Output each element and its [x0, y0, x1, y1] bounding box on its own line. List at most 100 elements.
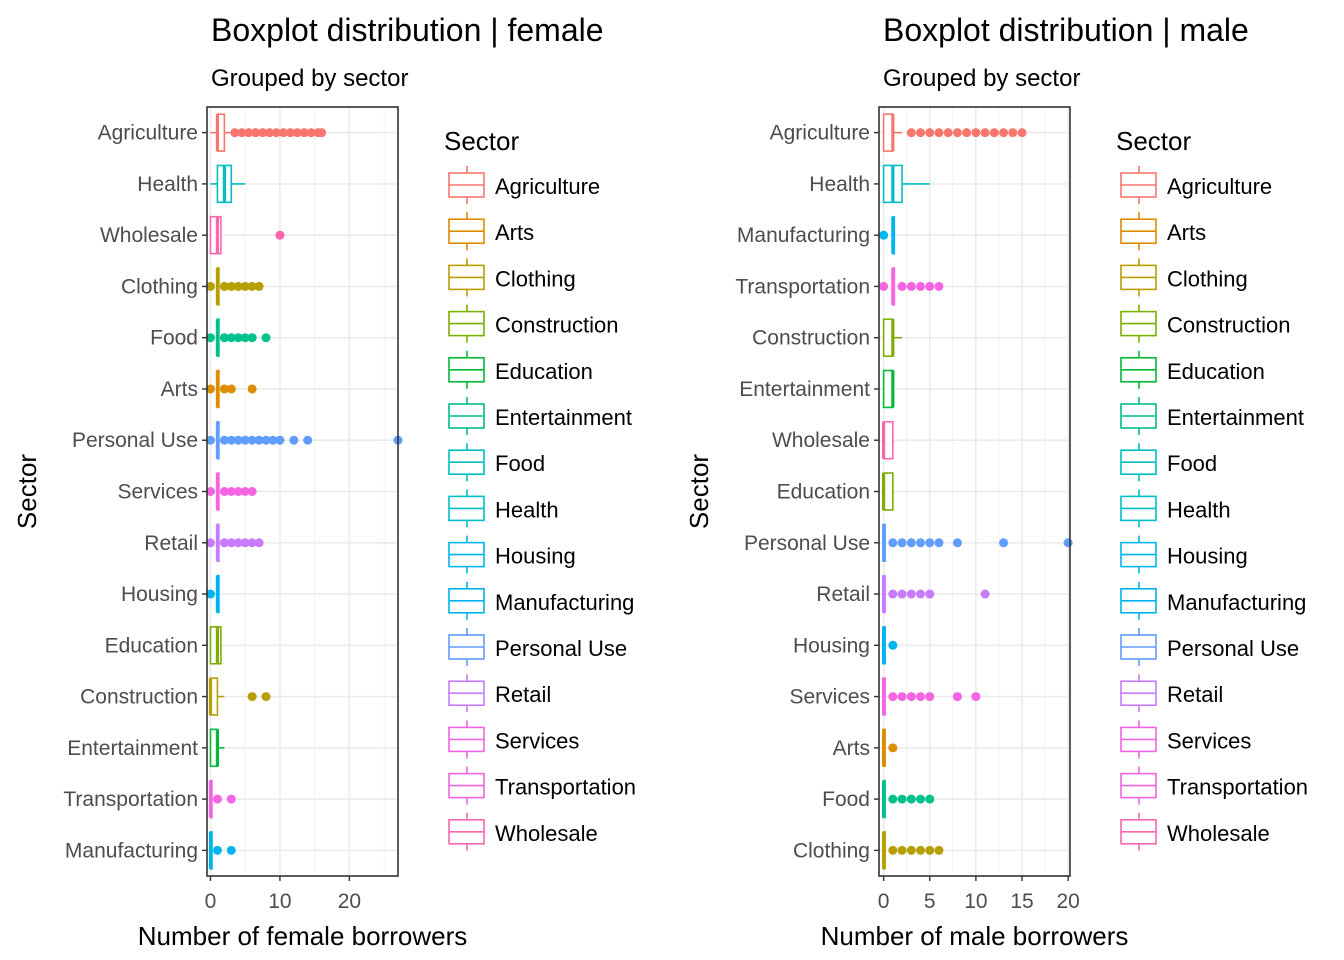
outlier-point — [212, 845, 222, 855]
outlier-point — [980, 589, 990, 599]
outlier-point — [244, 128, 254, 138]
outlier-point — [925, 794, 935, 804]
outlier-point — [219, 281, 229, 291]
outlier-point — [226, 845, 236, 855]
y-tick-label: Agriculture — [98, 122, 198, 145]
outlier-point — [212, 794, 222, 804]
y-tick-label: Food — [150, 327, 198, 350]
outlier-point — [925, 692, 935, 702]
y-tick-label: Personal Use — [72, 429, 198, 452]
legend-item-clothing: Clothing — [1120, 258, 1248, 297]
x-tick-label: 20 — [1056, 890, 1079, 913]
legend-item-entertainment: Entertainment — [448, 397, 632, 435]
outlier-point — [292, 128, 302, 138]
outlier-point — [925, 589, 935, 599]
female-boxplot-panel: Boxplot distribution | female Grouped by … — [12, 12, 636, 951]
outlier-point — [989, 128, 999, 138]
legend-label: Transportation — [1167, 775, 1308, 800]
outlier-point — [226, 487, 236, 496]
outlier-point — [233, 281, 243, 291]
outlier-point — [289, 435, 299, 445]
outlier-point — [237, 128, 247, 138]
outlier-point — [934, 128, 944, 138]
legend-item-wholesale: Wholesale — [448, 812, 598, 851]
box-agriculture — [210, 113, 327, 152]
legend-label: Housing — [1167, 544, 1248, 569]
chart-subtitle: Grouped by sector — [883, 65, 1080, 92]
outlier-point — [271, 128, 281, 138]
outlier-point — [254, 538, 264, 548]
legend-label: Education — [495, 359, 593, 384]
box-education — [209, 626, 222, 665]
box-arts — [205, 369, 257, 409]
outlier-point — [971, 128, 981, 138]
outlier-point — [205, 384, 215, 394]
y-tick-label: Personal Use — [744, 532, 870, 555]
outlier-point — [233, 538, 243, 548]
legend-item-services: Services — [1120, 720, 1251, 759]
box-services — [205, 472, 257, 511]
box-entertainment — [209, 728, 225, 768]
legend-label: Construction — [495, 313, 619, 338]
legend-item-manufacturing: Manufacturing — [1120, 581, 1306, 620]
outlier-point — [879, 230, 889, 240]
outlier-point — [1017, 128, 1027, 138]
outlier-point — [952, 538, 962, 548]
outlier-point — [934, 281, 944, 291]
outlier-point — [952, 692, 962, 702]
outlier-point — [897, 692, 907, 702]
y-tick-label: Housing — [793, 634, 870, 657]
legend-item-personal-use: Personal Use — [448, 628, 627, 666]
y-tick-label: Entertainment — [67, 737, 198, 760]
x-axis-label: Number of female borrowers — [138, 921, 467, 951]
outlier-point — [888, 589, 898, 599]
outlier-point — [219, 487, 229, 496]
outlier-point — [247, 333, 257, 343]
outlier-point — [247, 538, 257, 548]
outlier-point — [897, 281, 907, 291]
outlier-point — [240, 435, 250, 445]
legend-item-transportation: Transportation — [448, 766, 636, 805]
y-tick-label: Services — [789, 686, 870, 709]
y-tick-label: Transportation — [735, 275, 870, 298]
legend-title: Sector — [444, 126, 519, 156]
outlier-point — [285, 128, 295, 138]
outlier-point — [205, 435, 215, 445]
outlier-point — [226, 384, 236, 394]
outlier-point — [916, 281, 926, 291]
legend-item-agriculture: Agriculture — [1120, 166, 1272, 204]
legend-item-housing: Housing — [448, 535, 576, 574]
legend-label: Transportation — [495, 775, 636, 800]
y-tick-label: Agriculture — [770, 122, 870, 145]
outlier-point — [934, 538, 944, 548]
legend-item-manufacturing: Manufacturing — [448, 581, 634, 620]
y-tick-label: Transportation — [63, 788, 198, 811]
outlier-point — [251, 128, 261, 138]
outlier-point — [226, 333, 236, 343]
box-body — [209, 215, 222, 255]
y-tick-label: Food — [822, 788, 870, 811]
y-axis-label: Sector — [684, 454, 714, 529]
y-tick-label: Arts — [161, 378, 198, 401]
box-food — [882, 779, 935, 819]
box-construction — [208, 677, 271, 716]
box-retail — [205, 523, 264, 563]
legend-label: Manufacturing — [1167, 590, 1306, 615]
outlier-point — [897, 794, 907, 804]
outlier-point — [247, 692, 257, 702]
outlier-point — [906, 692, 916, 702]
x-tick-label: 20 — [338, 890, 361, 913]
x-tick-label: 15 — [1010, 890, 1033, 913]
outlier-point — [925, 538, 935, 548]
legend-item-transportation: Transportation — [1120, 766, 1308, 805]
outlier-point — [999, 538, 1009, 548]
outlier-point — [254, 281, 264, 291]
male-boxplot-panel: Boxplot distribution | male Grouped by se… — [684, 12, 1308, 951]
legend-label: Arts — [495, 220, 534, 245]
y-tick-label: Manufacturing — [737, 224, 870, 247]
outlier-point — [906, 794, 916, 804]
legend-item-retail: Retail — [1120, 674, 1223, 713]
legend-item-construction: Construction — [448, 304, 619, 343]
legend-label: Entertainment — [1167, 405, 1304, 430]
legend-item-clothing: Clothing — [448, 258, 576, 297]
